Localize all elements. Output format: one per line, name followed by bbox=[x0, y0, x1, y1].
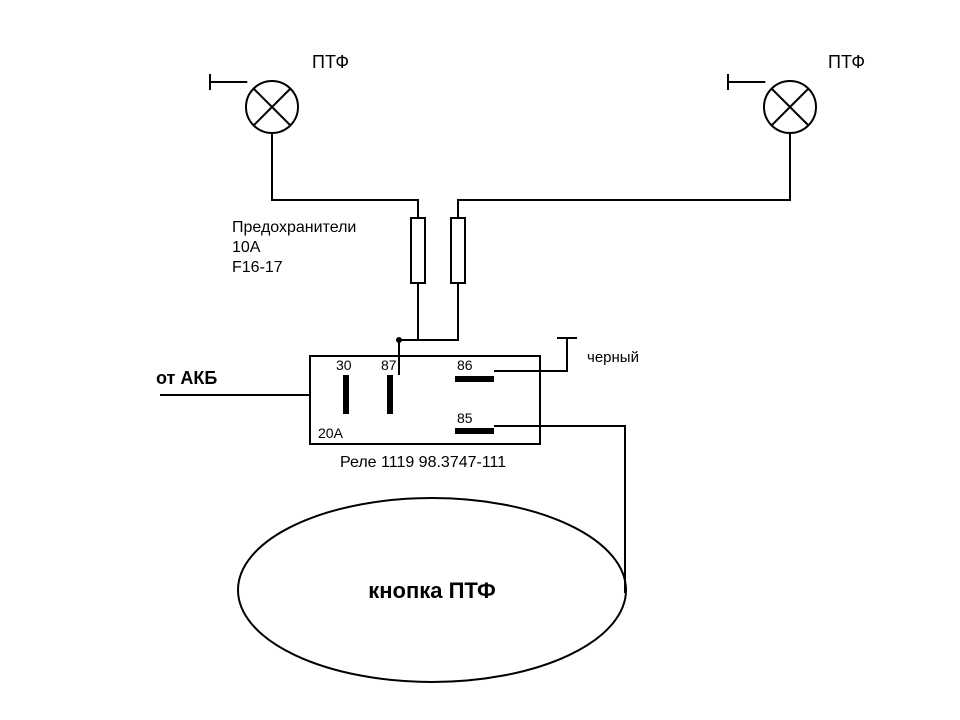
relay-rating: 20А bbox=[318, 425, 344, 441]
ptf-button-label: кнопка ПТФ bbox=[368, 578, 496, 603]
fuse-label-line-0: Предохранители bbox=[232, 219, 356, 236]
fuse-label-line-2: F16-17 bbox=[232, 259, 283, 276]
relay-pin-86-label: 86 bbox=[457, 357, 473, 373]
relay-pin86-color-label: черный bbox=[587, 349, 639, 366]
relay-pin-30-label: 30 bbox=[336, 357, 352, 373]
node-0 bbox=[396, 337, 402, 343]
fuse-label-line-1: 10А bbox=[232, 239, 261, 256]
relay-pin-87-label: 87 bbox=[381, 357, 397, 373]
lamp-1-label: ПТФ bbox=[312, 52, 349, 72]
lamp-2-label: ПТФ bbox=[828, 52, 865, 72]
battery-source-label: от АКБ bbox=[156, 368, 217, 388]
relay-pin-85-label: 85 bbox=[457, 410, 473, 426]
relay-label: Реле 1119 98.3747-111 bbox=[340, 454, 506, 471]
